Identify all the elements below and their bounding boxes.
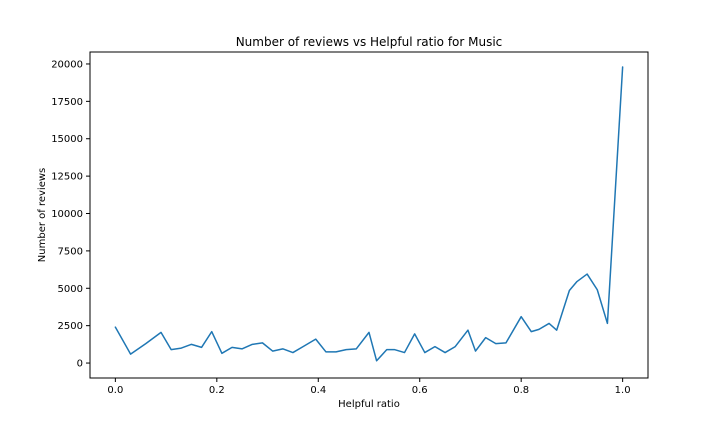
x-axis-label: Helpful ratio xyxy=(338,399,400,410)
y-axis-ticks: 0 2500 5000 7500 10000 12500 15000 17500 20000 xyxy=(51,59,90,370)
y-tick-label: 20000 xyxy=(51,59,83,70)
x-tick-label: 1.0 xyxy=(615,385,631,396)
series-layer xyxy=(114,66,624,362)
x-tick-label: 0.0 xyxy=(107,385,123,396)
plot-frame xyxy=(89,51,649,379)
y-tick-label: 5000 xyxy=(58,284,83,295)
y-tick-label: 15000 xyxy=(51,134,83,145)
y-tick-label: 0 xyxy=(77,359,83,370)
y-tick-label: 10000 xyxy=(51,209,83,220)
y-tick-label: 17500 xyxy=(51,97,83,108)
x-axis-ticks: 0.0 0.2 0.4 0.6 0.8 1.0 xyxy=(107,378,631,396)
axes xyxy=(89,51,649,379)
x-tick-label: 0.4 xyxy=(310,385,326,396)
y-axis-label: Number of reviews xyxy=(37,168,48,262)
x-tick-label: 0.2 xyxy=(209,385,225,396)
chart-title: Number of reviews vs Helpful ratio for M… xyxy=(236,35,503,49)
series-line xyxy=(114,66,624,362)
y-tick-label: 2500 xyxy=(58,321,83,332)
x-tick-label: 0.6 xyxy=(412,385,428,396)
y-tick-label: 7500 xyxy=(58,246,83,257)
y-tick-label: 12500 xyxy=(51,172,83,183)
x-tick-label: 0.8 xyxy=(513,385,529,396)
